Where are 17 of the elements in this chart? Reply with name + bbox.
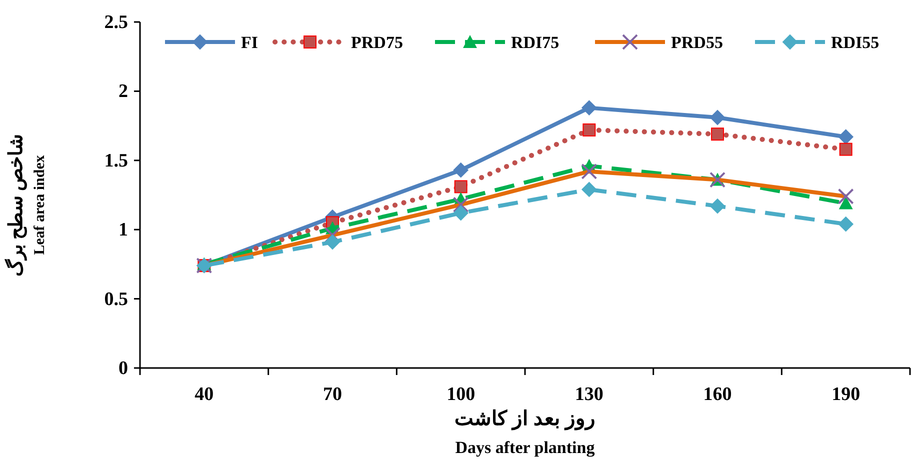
legend-label: FI: [241, 33, 258, 52]
legend-label: RDI55: [831, 33, 880, 52]
legend-label: RDI75: [511, 33, 560, 52]
x-tick-label: 40: [194, 384, 214, 405]
x-tick-label: 190: [832, 384, 860, 405]
x-tick-label: 70: [323, 384, 342, 405]
y-tick-label: 2: [118, 81, 128, 102]
y-tick-label: 0: [118, 358, 128, 379]
y-tick-label: 0.5: [104, 288, 128, 310]
legend-label: PRD75: [351, 33, 403, 52]
legend-label: PRD55: [671, 33, 723, 52]
y-tick-label: 2.5: [104, 12, 128, 33]
x-tick-label: 100: [446, 384, 476, 405]
y-tick-label: 1: [118, 220, 128, 241]
x-tick-label: 160: [703, 384, 732, 405]
y-tick-label: 1.5: [104, 150, 128, 172]
x-tick-label: 130: [574, 384, 604, 405]
